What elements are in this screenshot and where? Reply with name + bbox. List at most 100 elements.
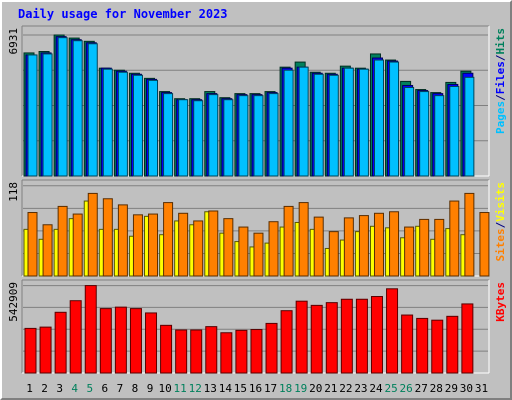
bar-sites-day-28 bbox=[434, 218, 445, 277]
bar-pages-day-21 bbox=[328, 74, 339, 177]
bar-sites-day-26 bbox=[404, 226, 415, 277]
bar-sites-day-15 bbox=[238, 226, 249, 277]
bar-pages-day-8 bbox=[132, 74, 143, 177]
bar-pages-day-29 bbox=[449, 85, 460, 177]
bar-sites-day-22 bbox=[343, 217, 354, 277]
bar-pages-day-28 bbox=[434, 95, 445, 177]
bar-pages-day-23 bbox=[358, 68, 369, 177]
chart-labels: 6931Pages/Files/Hits118Sites/Visits54290… bbox=[7, 28, 507, 395]
x-tick-label: 21 bbox=[324, 382, 337, 395]
legend-entry: / bbox=[494, 94, 507, 101]
x-tick-label: 3 bbox=[56, 382, 63, 395]
x-tick-label: 18 bbox=[279, 382, 292, 395]
bar-kbytes-day-15 bbox=[235, 329, 248, 374]
bar-sites-day-21 bbox=[328, 231, 339, 277]
bar-kbytes-day-13 bbox=[205, 326, 218, 374]
bar-pages-day-19 bbox=[298, 66, 309, 177]
bar-pages-day-24 bbox=[373, 59, 384, 177]
bar-sites-day-13 bbox=[208, 210, 219, 277]
x-tick-label: 16 bbox=[249, 382, 262, 395]
x-tick-label: 17 bbox=[264, 382, 277, 395]
bar-pages-day-20 bbox=[313, 73, 324, 177]
legend-entry: / bbox=[494, 221, 507, 228]
bar-pages-day-22 bbox=[343, 67, 354, 177]
legend: KBytes bbox=[494, 282, 507, 322]
legend: Pages/Files/Hits bbox=[494, 28, 507, 134]
bar-pages-day-25 bbox=[389, 61, 400, 177]
bar-sites-day-6 bbox=[102, 198, 113, 277]
bar-pages-day-13 bbox=[208, 94, 219, 177]
bar-kbytes-day-24 bbox=[370, 296, 383, 374]
bar-kbytes-day-18 bbox=[280, 310, 293, 374]
x-tick-label: 6 bbox=[102, 382, 109, 395]
x-tick-label: 12 bbox=[189, 382, 202, 395]
x-tick-label: 29 bbox=[445, 382, 458, 395]
x-tick-label: 24 bbox=[369, 382, 383, 395]
bar-pages-day-14 bbox=[223, 99, 234, 177]
x-tick-label: 27 bbox=[415, 382, 428, 395]
bar-sites-day-10 bbox=[163, 202, 174, 277]
legend-entry: Pages bbox=[494, 101, 507, 134]
bar-pages-day-7 bbox=[117, 71, 128, 177]
bar-kbytes-day-5 bbox=[84, 285, 97, 374]
chart-title: Daily usage for November 2023 bbox=[18, 7, 228, 21]
bar-sites-day-30 bbox=[464, 192, 475, 277]
bar-pages-day-6 bbox=[102, 68, 113, 177]
x-tick-label: 9 bbox=[147, 382, 154, 395]
y-max-label: 542909 bbox=[7, 282, 20, 322]
bar-sites-day-29 bbox=[449, 200, 460, 277]
bar-kbytes-day-2 bbox=[39, 326, 52, 374]
bar-pages-day-4 bbox=[72, 40, 83, 177]
bar-pages-day-12 bbox=[193, 100, 204, 177]
bar-kbytes-day-23 bbox=[355, 298, 368, 374]
x-tick-label: 4 bbox=[71, 382, 78, 395]
bar-kbytes-day-3 bbox=[54, 311, 67, 374]
bar-sites-day-23 bbox=[358, 215, 369, 277]
bar-sites-day-11 bbox=[178, 212, 189, 277]
bar-pages-day-5 bbox=[87, 43, 98, 177]
bar-kbytes-day-25 bbox=[386, 288, 399, 374]
bar-sites-day-2 bbox=[42, 224, 53, 277]
x-tick-label: 20 bbox=[309, 382, 322, 395]
x-tick-label: 11 bbox=[174, 382, 187, 395]
bar-kbytes-day-14 bbox=[220, 332, 233, 374]
bar-kbytes-day-12 bbox=[190, 329, 203, 374]
x-tick-label: 7 bbox=[117, 382, 124, 395]
x-tick-label: 1 bbox=[26, 382, 33, 395]
bar-sites-day-14 bbox=[223, 218, 234, 277]
bar-sites-day-20 bbox=[313, 216, 324, 277]
bar-kbytes-day-11 bbox=[175, 329, 188, 374]
bar-sites-day-18 bbox=[283, 205, 294, 277]
bar-sites-day-7 bbox=[117, 204, 128, 277]
bar-sites-day-9 bbox=[148, 213, 159, 277]
bar-pages-day-15 bbox=[238, 95, 249, 177]
bar-kbytes-day-8 bbox=[129, 308, 142, 374]
bar-sites-day-8 bbox=[132, 214, 143, 277]
x-tick-label: 31 bbox=[475, 382, 488, 395]
x-tick-label: 8 bbox=[132, 382, 139, 395]
bar-kbytes-day-28 bbox=[431, 319, 444, 374]
bar-pages-day-2 bbox=[42, 53, 53, 177]
bar-sites-day-12 bbox=[193, 220, 204, 277]
legend-entry: KBytes bbox=[494, 282, 507, 322]
bar-kbytes-day-19 bbox=[295, 300, 308, 374]
x-tick-label: 23 bbox=[354, 382, 367, 395]
bar-sites-day-17 bbox=[268, 221, 279, 277]
bar-pages-day-27 bbox=[419, 91, 430, 177]
bar-pages-day-11 bbox=[178, 99, 189, 177]
bar-pages-day-1 bbox=[27, 54, 38, 177]
bar-sites-day-27 bbox=[419, 218, 430, 277]
bar-sites-day-24 bbox=[373, 212, 384, 277]
bar-pages-day-17 bbox=[268, 93, 279, 177]
legend-entry: Files bbox=[494, 61, 507, 94]
bar-kbytes-day-10 bbox=[160, 324, 173, 374]
bar-pages-day-9 bbox=[148, 79, 159, 177]
x-tick-label: 10 bbox=[158, 382, 171, 395]
y-max-label: 6931 bbox=[7, 28, 20, 55]
bar-kbytes-day-4 bbox=[69, 300, 82, 374]
bar-pages-day-30 bbox=[464, 76, 475, 177]
bar-sites-day-5 bbox=[87, 192, 98, 277]
bar-kbytes-day-21 bbox=[325, 302, 338, 374]
x-tick-label: 13 bbox=[204, 382, 217, 395]
x-tick-label: 22 bbox=[339, 382, 352, 395]
